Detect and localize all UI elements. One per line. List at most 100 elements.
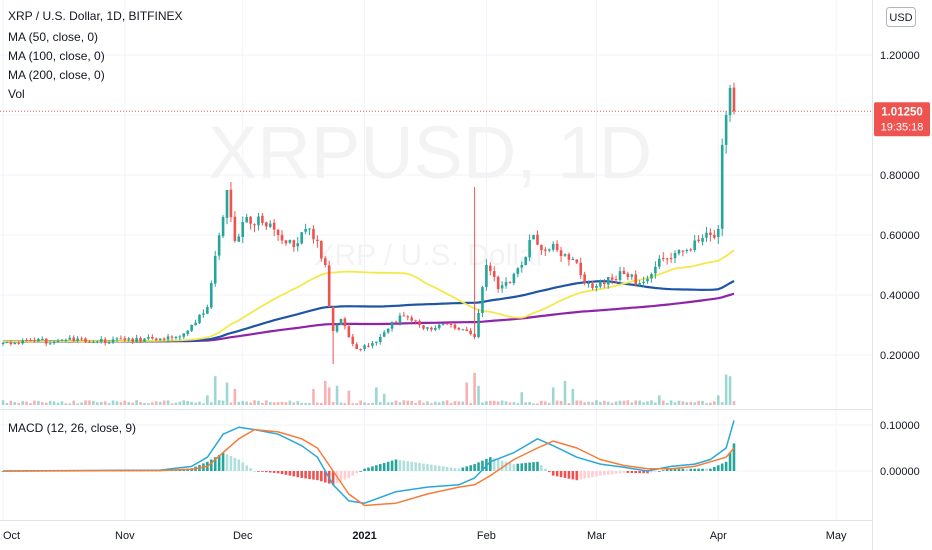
macd-histogram-bar [591, 471, 594, 478]
candle-body [528, 240, 531, 258]
candle-body [371, 343, 374, 346]
volume-bar [583, 402, 586, 405]
volume-bar [288, 400, 292, 405]
volume-bar [131, 402, 134, 405]
candle-body [312, 228, 315, 240]
volume-bar [716, 395, 720, 405]
volume-bar [567, 403, 571, 405]
macd-histogram-bar [567, 471, 571, 479]
macd-histogram-bar [320, 471, 323, 482]
volume-bar [111, 400, 115, 405]
volume-bar [312, 389, 315, 405]
macd-tick-label: 0.10000 [880, 420, 920, 432]
candle-body [496, 276, 500, 289]
volume-bar [528, 401, 531, 405]
volume-bar [602, 400, 606, 405]
volume-bar [713, 401, 716, 405]
candle-body [359, 349, 362, 351]
candle-body [481, 287, 484, 313]
volume-bar [465, 382, 469, 405]
macd-histogram-bar [701, 468, 704, 471]
candle-body [33, 340, 36, 342]
volume-bar [496, 401, 500, 405]
macd-histogram-bar [437, 465, 441, 471]
macd-histogram-bar [430, 464, 433, 471]
candle-body [461, 329, 465, 331]
volume-bar [347, 390, 351, 405]
macd-histogram-bar [422, 463, 425, 471]
candle-body [99, 339, 103, 342]
candle-body [154, 338, 158, 341]
candle-body [308, 228, 311, 230]
candle-body [37, 338, 40, 342]
volume-bar [638, 400, 641, 405]
currency-label[interactable]: USD [889, 12, 912, 24]
volume-bar [151, 402, 154, 405]
candle-body [233, 216, 237, 241]
macd-histogram-bar [229, 456, 233, 471]
macd-histogram-bar [284, 471, 288, 475]
candle-body [206, 307, 209, 314]
volume-bar [689, 401, 693, 405]
macd-histogram-bar [371, 466, 374, 471]
candle-body [88, 341, 91, 343]
macd-histogram-bar [280, 471, 284, 475]
macd-histogram-bar [563, 471, 567, 478]
volume-bar [186, 401, 190, 405]
candle-body [685, 250, 689, 251]
volume-bar [524, 402, 527, 405]
candle-body [473, 333, 476, 337]
macd-histogram-bar [681, 468, 685, 471]
macd-histogram-bar [375, 465, 378, 471]
candle-body [453, 324, 457, 329]
volume-bar [485, 401, 488, 405]
macd-histogram-bar [398, 460, 402, 471]
macd-legend[interactable]: MACD (12, 26, close, 9) [8, 421, 136, 435]
candle-body [48, 343, 52, 345]
currency-button-frame[interactable] [886, 7, 916, 27]
macd-histogram-bar [359, 471, 362, 472]
macd-histogram-bar [587, 471, 590, 478]
volume-bar [323, 381, 327, 405]
legend-ma50[interactable]: MA (50, close, 0) [8, 30, 98, 44]
volume-bar [551, 387, 555, 405]
price-tag-value: 1.01250 [881, 106, 923, 118]
volume-bar [17, 402, 21, 405]
candle-body [339, 319, 343, 326]
volume-bar [119, 402, 123, 405]
candle-body [9, 342, 13, 345]
candle-body [186, 330, 190, 334]
macd-axis[interactable]: 0.00000 0.10000 [880, 420, 920, 478]
volume-bar [64, 403, 68, 405]
macd-histogram-bar [496, 459, 500, 471]
candle-body [17, 342, 21, 344]
volume-bar [143, 402, 146, 405]
volume-bar [658, 395, 661, 405]
candle-body [257, 216, 260, 226]
time-axis[interactable]: Oct Nov Dec 2021 Feb Mar Apr May [3, 530, 847, 542]
volume-bar [555, 400, 559, 405]
volume-bar [68, 403, 72, 405]
volume-bar [508, 402, 512, 405]
candle-body [131, 338, 134, 342]
volume-bar [225, 382, 229, 405]
volume-bar [241, 401, 245, 405]
macd-pane [1, 420, 736, 507]
macd-histogram-bar [276, 471, 280, 474]
volume-bar [677, 400, 681, 405]
candle-body [724, 115, 728, 145]
macd-histogram-bar [355, 471, 358, 474]
volume-bar [457, 401, 461, 405]
volume-bar [489, 400, 492, 405]
candle-body [139, 337, 142, 342]
candle-body [217, 235, 221, 256]
legend-ma100[interactable]: MA (100, close, 0) [8, 49, 105, 63]
legend-volume[interactable]: Vol [8, 87, 25, 101]
volume-bar [44, 402, 48, 405]
legend-ma200[interactable]: MA (200, close, 0) [8, 68, 105, 82]
candle-body [489, 265, 492, 271]
currency-button[interactable]: USD [886, 7, 916, 27]
volume-bar [115, 401, 119, 405]
macd-histogram-bar [249, 468, 252, 471]
